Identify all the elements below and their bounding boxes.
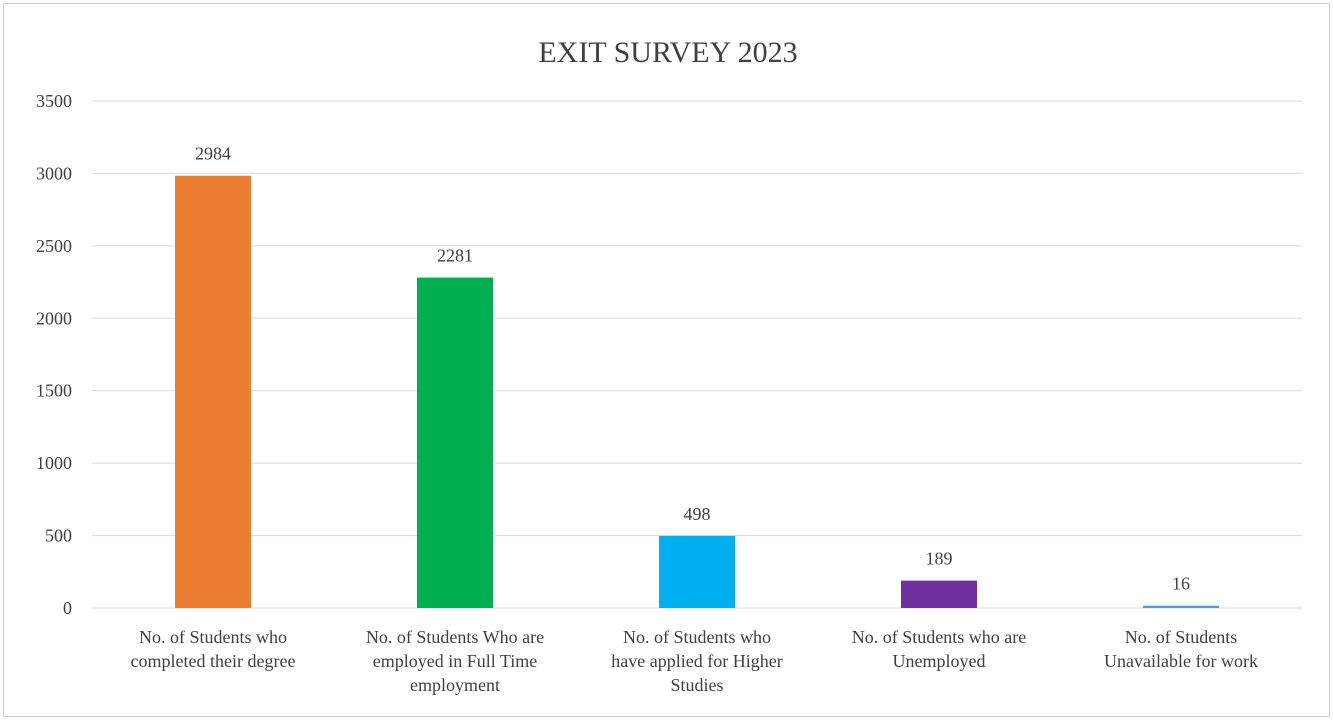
y-tick-label: 1000 <box>36 453 72 473</box>
category-labels: No. of Students who completed their degre… <box>131 627 1258 695</box>
category-label-line: employed in Full Time <box>373 651 538 671</box>
category-label: No. of Students who have applied for High… <box>611 627 782 695</box>
category-label-line: No. of Students who <box>623 627 771 647</box>
bar <box>175 175 251 609</box>
y-tick-label: 2000 <box>36 308 72 328</box>
category-label-line: Studies <box>670 675 723 695</box>
data-label: 189 <box>926 549 953 569</box>
data-label: 16 <box>1172 574 1190 594</box>
category-label: No. of Students who are Unemployed <box>852 627 1026 671</box>
category-label-line: No. of Students who are <box>852 627 1026 647</box>
gridlines <box>92 100 1302 609</box>
y-tick-label: 3000 <box>36 163 72 183</box>
y-tick-label: 500 <box>45 526 72 546</box>
bars <box>175 175 1219 609</box>
bar <box>901 580 977 608</box>
data-label: 498 <box>684 504 711 524</box>
category-label-line: Unavailable for work <box>1104 651 1258 671</box>
category-label-line: No. of Students Who are <box>366 627 544 647</box>
category-label: No. of Students who completed their degre… <box>131 627 296 671</box>
data-label: 2984 <box>195 144 231 164</box>
category-label-line: No. of Students <box>1125 627 1238 647</box>
y-tick-label: 0 <box>63 598 72 618</box>
category-label-line: No. of Students who <box>139 627 287 647</box>
bar <box>1143 605 1219 608</box>
category-label-line: Unemployed <box>893 651 986 671</box>
y-tick-label: 3500 <box>36 91 72 111</box>
bar <box>417 277 493 608</box>
y-tick-label: 1500 <box>36 381 72 401</box>
data-label: 2281 <box>437 246 473 266</box>
bar <box>659 535 735 608</box>
category-label-line: employment <box>410 675 500 695</box>
data-labels: 2984 2281 498 189 16 <box>195 144 1190 594</box>
y-tick-label: 2500 <box>36 236 72 256</box>
y-axis-ticks: 0 500 1000 1500 2000 2500 3000 3500 <box>36 91 72 618</box>
category-label-line: have applied for Higher <box>611 651 782 671</box>
category-label: No. of Students Unavailable for work <box>1104 627 1258 671</box>
category-label-line: completed their degree <box>131 651 296 671</box>
category-label: No. of Students Who are employed in Full … <box>366 627 544 695</box>
chart-title: EXIT SURVEY 2023 <box>538 36 797 69</box>
